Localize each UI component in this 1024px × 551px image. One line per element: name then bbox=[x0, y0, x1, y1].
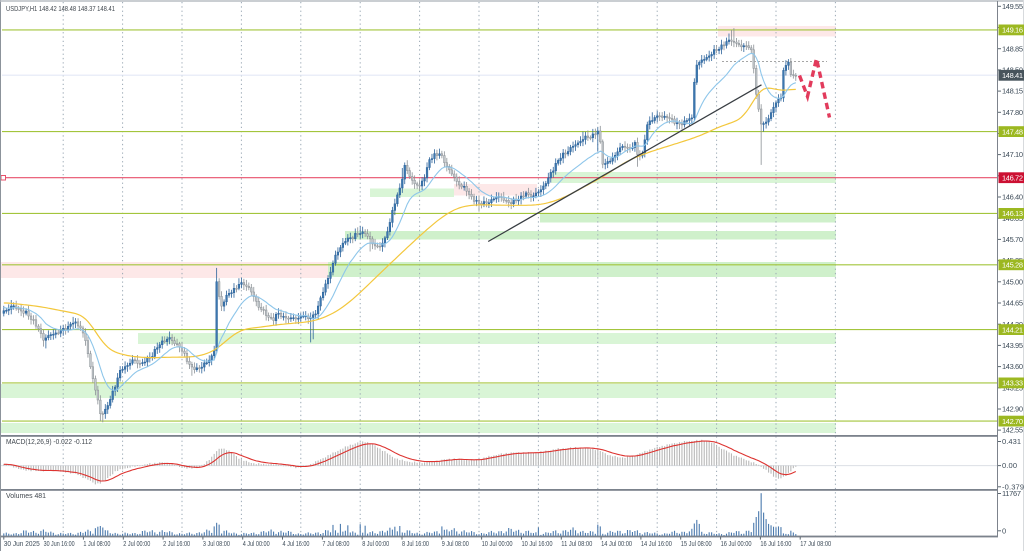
svg-text:0: 0 bbox=[1002, 526, 1006, 535]
svg-text:146.13: 146.13 bbox=[1002, 209, 1023, 218]
svg-text:30 Jun 16:00: 30 Jun 16:00 bbox=[44, 539, 75, 548]
svg-text:7 Jul 08:00: 7 Jul 08:00 bbox=[322, 539, 349, 548]
svg-text:10 Jul 00:00: 10 Jul 00:00 bbox=[482, 539, 513, 548]
svg-text:2 Jul 00:00: 2 Jul 00:00 bbox=[123, 539, 150, 548]
svg-text:16 Jul 00:00: 16 Jul 00:00 bbox=[721, 539, 752, 548]
svg-text:11767: 11767 bbox=[1002, 489, 1021, 498]
svg-text:149.55: 149.55 bbox=[1002, 2, 1023, 11]
svg-text:16 Jul 16:00: 16 Jul 16:00 bbox=[760, 539, 791, 548]
svg-text:143.95: 143.95 bbox=[1002, 341, 1023, 350]
svg-text:USDJPY,H1 148.42 148.48 148.37: USDJPY,H1 148.42 148.48 148.37 148.41 bbox=[6, 4, 115, 13]
svg-text:9 Jul 08:00: 9 Jul 08:00 bbox=[442, 539, 469, 548]
svg-text:14 Jul 00:00: 14 Jul 00:00 bbox=[601, 539, 632, 548]
svg-text:4 Jul 16:00: 4 Jul 16:00 bbox=[283, 539, 310, 548]
svg-text:148.15: 148.15 bbox=[1002, 87, 1023, 96]
svg-text:MACD(12,26,9) -0.022 -0.112: MACD(12,26,9) -0.022 -0.112 bbox=[6, 437, 92, 446]
svg-text:8 Jul 00:00: 8 Jul 00:00 bbox=[362, 539, 389, 548]
svg-text:143.33: 143.33 bbox=[1002, 379, 1023, 388]
svg-text:4 Jul 00:00: 4 Jul 00:00 bbox=[243, 539, 270, 548]
svg-text:0.431: 0.431 bbox=[1002, 437, 1021, 446]
svg-text:14 Jul 16:00: 14 Jul 16:00 bbox=[641, 539, 672, 548]
svg-text:146.72: 146.72 bbox=[1002, 173, 1023, 182]
svg-text:-0.379: -0.379 bbox=[1002, 482, 1024, 491]
svg-text:0.00: 0.00 bbox=[1002, 461, 1017, 470]
svg-text:3 Jul 08:00: 3 Jul 08:00 bbox=[203, 539, 230, 548]
svg-text:1 Jul 08:00: 1 Jul 08:00 bbox=[83, 539, 110, 548]
svg-text:142.70: 142.70 bbox=[1002, 417, 1023, 426]
svg-text:17 Jul 08:00: 17 Jul 08:00 bbox=[800, 539, 831, 548]
svg-text:11 Jul 08:00: 11 Jul 08:00 bbox=[561, 539, 592, 548]
svg-text:145.00: 145.00 bbox=[1002, 277, 1023, 286]
svg-text:142.90: 142.90 bbox=[1002, 405, 1023, 414]
svg-text:148.85: 148.85 bbox=[1002, 44, 1023, 53]
svg-text:145.28: 145.28 bbox=[1002, 261, 1023, 270]
svg-text:144.21: 144.21 bbox=[1002, 325, 1023, 334]
svg-text:142.55: 142.55 bbox=[1002, 426, 1023, 435]
svg-text:143.60: 143.60 bbox=[1002, 362, 1023, 371]
svg-text:144.65: 144.65 bbox=[1002, 299, 1023, 308]
svg-text:30 Jun 2025: 30 Jun 2025 bbox=[4, 539, 40, 548]
svg-text:147.80: 147.80 bbox=[1002, 108, 1023, 117]
svg-text:2 Jul 16:00: 2 Jul 16:00 bbox=[163, 539, 190, 548]
svg-text:148.41: 148.41 bbox=[1002, 71, 1023, 80]
svg-text:147.48: 147.48 bbox=[1002, 127, 1023, 136]
svg-text:Volumes 481: Volumes 481 bbox=[6, 491, 46, 500]
svg-text:146.40: 146.40 bbox=[1002, 193, 1023, 202]
svg-text:145.70: 145.70 bbox=[1002, 235, 1023, 244]
svg-text:10 Jul 16:00: 10 Jul 16:00 bbox=[522, 539, 553, 548]
svg-text:147.10: 147.10 bbox=[1002, 150, 1023, 159]
svg-text:149.16: 149.16 bbox=[1002, 26, 1023, 35]
svg-text:8 Jul 16:00: 8 Jul 16:00 bbox=[402, 539, 429, 548]
svg-text:15 Jul 08:00: 15 Jul 08:00 bbox=[681, 539, 712, 548]
